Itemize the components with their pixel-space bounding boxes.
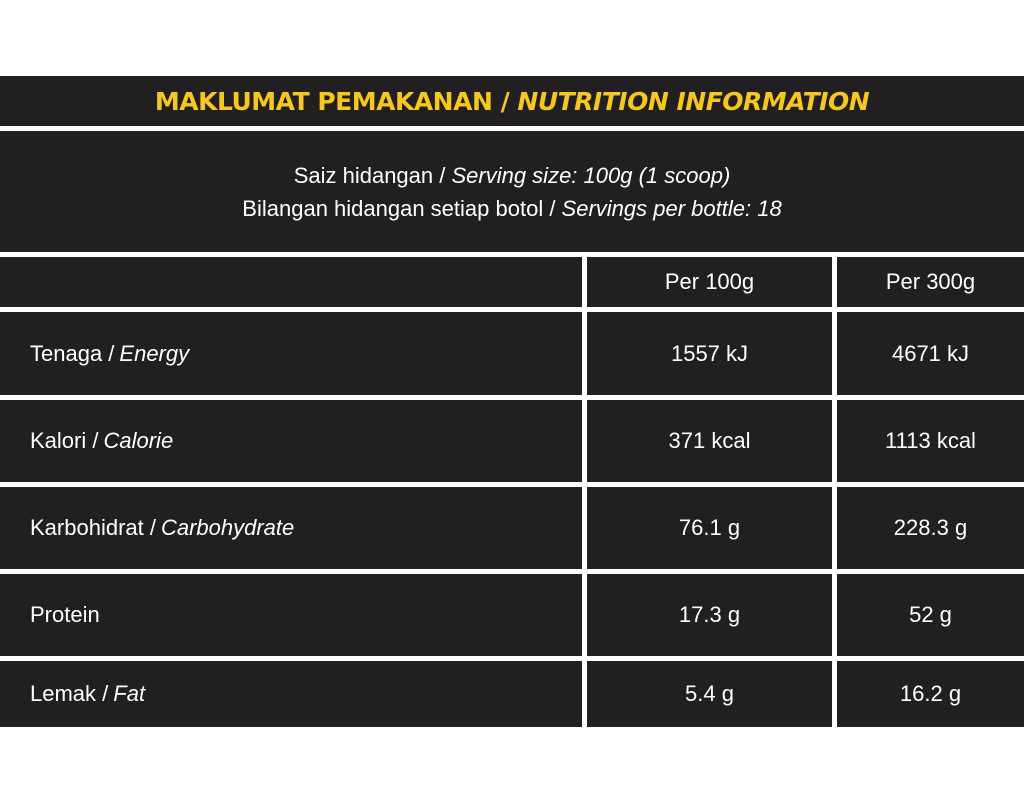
value-per-300g: 1113 kcal <box>885 428 976 453</box>
title-english: NUTRITION INFORMATION <box>517 86 870 116</box>
serving-size-line: Saiz hidangan / Serving size: 100g (1 sc… <box>294 159 731 192</box>
header-per-100g: Per 100g <box>587 257 832 307</box>
label-malay: Karbohidrat / <box>30 515 156 540</box>
row-fat-per-100g: 5.4 g <box>587 661 832 727</box>
row-protein-per-100g: 17.3 g <box>587 574 832 656</box>
row-calorie-label: Kalori / Calorie <box>0 400 582 482</box>
header-label-cell <box>0 257 582 307</box>
value-per-100g: 17.3 g <box>678 602 741 627</box>
label-malay: Tenaga / <box>30 340 115 366</box>
row-fat-label: Lemak / Fat <box>0 661 582 727</box>
title-malay: MAKLUMAT PEMAKANAN / <box>154 86 518 116</box>
row-calorie-per-300g: 1113 kcal <box>837 400 1024 482</box>
value-per-300g: 52 g <box>909 602 952 627</box>
row-energy-label: Tenaga / Energy <box>0 312 582 395</box>
label-malay: Protein <box>30 602 100 627</box>
servings-per-bottle-english: Servings per bottle: 18 <box>561 195 782 221</box>
row-carbohydrate-label: Karbohidrat / Carbohydrate <box>0 487 582 569</box>
servings-per-bottle-malay: Bilangan hidangan setiap botol / <box>242 195 562 221</box>
header-per-300g-label: Per 300g <box>885 269 976 294</box>
row-calorie-per-100g: 371 kcal <box>587 400 832 482</box>
row-protein-label: Protein <box>0 574 582 656</box>
label-malay: Kalori / <box>30 428 99 453</box>
serving-size-english: Serving size: 100g (1 scoop) <box>451 162 731 188</box>
header-per-300g: Per 300g <box>837 257 1024 307</box>
row-energy-per-100g: 1557 kJ <box>587 312 832 395</box>
nutrition-title: MAKLUMAT PEMAKANAN / NUTRITION INFORMATI… <box>154 86 870 116</box>
value-per-100g: 76.1 g <box>678 515 741 540</box>
value-per-300g: 4671 kJ <box>891 340 970 366</box>
label-english: Energy <box>119 340 190 366</box>
label-malay: Lemak / <box>30 681 109 706</box>
label-english: Calorie <box>103 428 174 453</box>
row-energy-per-300g: 4671 kJ <box>837 312 1024 395</box>
servings-per-bottle-line: Bilangan hidangan setiap botol / Serving… <box>242 192 781 225</box>
row-carbohydrate-per-300g: 228.3 g <box>837 487 1024 569</box>
header-per-100g-label: Per 100g <box>664 269 755 294</box>
value-per-100g: 371 kcal <box>668 428 751 453</box>
label-english: Fat <box>113 681 146 706</box>
value-per-100g: 5.4 g <box>685 681 734 706</box>
serving-info: Saiz hidangan / Serving size: 100g (1 sc… <box>0 131 1024 252</box>
title-bar: MAKLUMAT PEMAKANAN / NUTRITION INFORMATI… <box>0 76 1024 126</box>
value-per-100g: 1557 kJ <box>670 340 749 366</box>
row-fat-per-300g: 16.2 g <box>837 661 1024 727</box>
value-per-300g: 16.2 g <box>899 681 962 706</box>
serving-size-malay: Saiz hidangan / <box>293 162 452 188</box>
value-per-300g: 228.3 g <box>893 515 968 540</box>
label-english: Carbohydrate <box>160 515 295 540</box>
row-protein-per-300g: 52 g <box>837 574 1024 656</box>
row-carbohydrate-per-100g: 76.1 g <box>587 487 832 569</box>
